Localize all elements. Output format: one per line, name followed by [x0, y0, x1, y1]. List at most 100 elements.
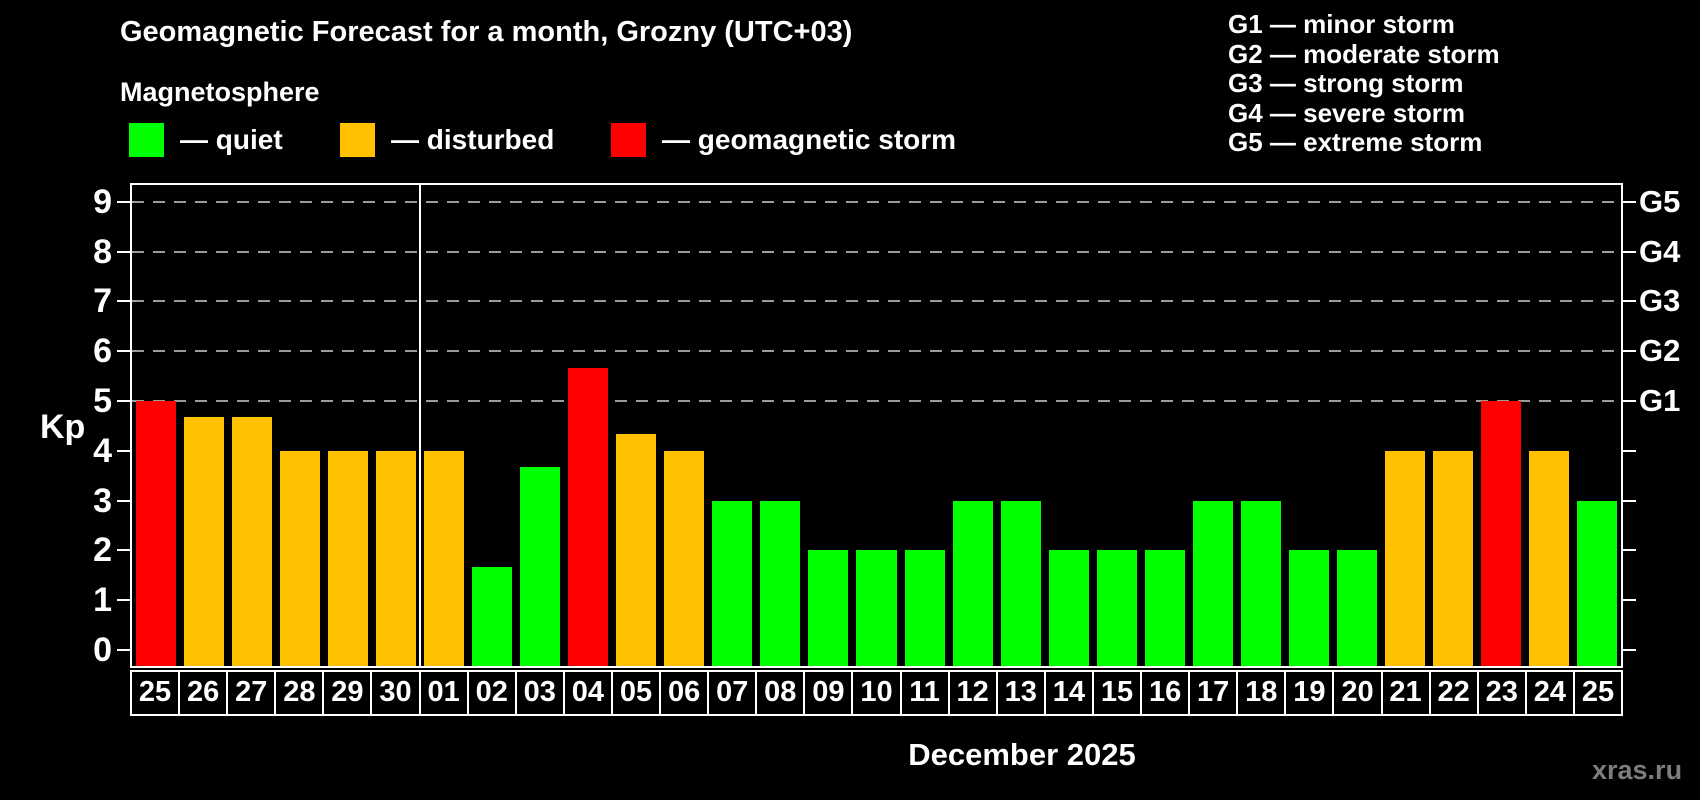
gridline-kp8 [132, 250, 1621, 253]
bar-8-day-03 [520, 467, 561, 666]
y-tick-left-4 [117, 449, 130, 452]
y-axis-label-8: 8 [93, 232, 112, 271]
legend-item-storm: — geomagnetic storm [611, 122, 956, 157]
legend-label-quiet: — quiet [180, 123, 283, 155]
y-axis-label-2: 2 [93, 531, 112, 570]
y-axis-label-4: 4 [93, 431, 112, 470]
g-scale-legend: G1 — minor storm G2 — moderate storm G3 — … [1228, 9, 1500, 158]
x-label-25-day-20: 20 [1334, 672, 1381, 714]
bar-7-day-02 [472, 566, 513, 666]
x-label-5-day-30: 30 [372, 672, 419, 714]
bar-15-day-10 [856, 550, 897, 666]
legend-label-disturbed: — disturbed [391, 123, 555, 155]
legend-swatch-quiet [129, 122, 164, 157]
y-axis-label-3: 3 [93, 481, 112, 520]
legend-swatch-storm [611, 122, 646, 157]
bar-12-day-07 [712, 500, 753, 666]
bar-9-day-04 [568, 367, 609, 666]
y-axis-title: Kp [40, 408, 86, 446]
g-scale-label-g3: G3 [1639, 283, 1681, 319]
x-label-11-day-06: 06 [661, 672, 708, 714]
y-axis-label-0: 0 [93, 631, 112, 669]
gridline-kp9 [132, 200, 1621, 203]
chart-subtitle: Magnetosphere [120, 77, 320, 107]
chart-title: Geomagnetic Forecast for a month, Grozny… [120, 16, 853, 48]
y-tick-right-1 [1623, 599, 1636, 602]
x-label-30-day-25: 25 [1574, 672, 1621, 714]
bar-18-day-13 [1000, 500, 1041, 666]
y-tick-left-5 [117, 400, 130, 402]
y-axis-label-9: 9 [93, 182, 112, 221]
x-label-2-day-27: 27 [228, 672, 275, 714]
y-tick-left-3 [117, 499, 130, 502]
x-label-26-day-21: 21 [1382, 672, 1429, 714]
bar-21-day-16 [1144, 550, 1185, 666]
x-label-23-day-18: 18 [1238, 672, 1285, 714]
y-tick-right-6 [1623, 350, 1636, 353]
x-label-7-day-02: 02 [468, 672, 515, 714]
x-label-20-day-15: 15 [1093, 672, 1141, 714]
g-legend-line-3: G3 — strong storm [1228, 68, 1464, 98]
y-tick-right-9 [1623, 200, 1636, 203]
bar-19-day-14 [1048, 550, 1089, 666]
x-label-24-day-19: 19 [1286, 672, 1333, 714]
gridline-kp6 [132, 350, 1621, 353]
plot-area: 0 1 2 3 4 5 6 7 8 9 G1 G2 G3 G4 G5 [93, 183, 1680, 669]
bar-24-day-19 [1288, 550, 1329, 666]
g-legend-line-2: G2 — moderate storm [1228, 38, 1500, 69]
g-scale-label-g1: G1 [1639, 383, 1681, 418]
x-label-12-day-07: 07 [709, 672, 756, 714]
x-label-17-day-12: 12 [949, 672, 996, 714]
x-label-1-day-26: 26 [180, 672, 227, 714]
x-label-28-day-23: 23 [1478, 672, 1525, 714]
bar-16-day-11 [904, 550, 945, 666]
legend-item-disturbed: — disturbed [340, 122, 554, 157]
bar-23-day-18 [1240, 500, 1281, 666]
bar-17-day-12 [952, 500, 993, 666]
x-axis-title: December 2025 [908, 737, 1136, 772]
y-tick-right-7 [1623, 300, 1636, 303]
month-separator-line [419, 185, 422, 666]
legend-label-storm: — geomagnetic storm [662, 123, 957, 155]
x-label-13-day-08: 08 [757, 672, 804, 714]
bar-20-day-15 [1096, 550, 1137, 666]
x-label-6-day-01: 01 [420, 672, 467, 714]
g-legend-line-1: G1 — minor storm [1228, 9, 1455, 39]
legend-swatch-disturbed [340, 122, 375, 157]
bar-25-day-20 [1336, 550, 1377, 666]
g-scale-label-g4: G4 [1639, 233, 1681, 269]
y-tick-left-9 [117, 200, 130, 203]
x-label-21-day-16: 16 [1142, 672, 1189, 714]
y-tick-right-3 [1623, 499, 1636, 502]
x-label-27-day-22: 22 [1430, 672, 1477, 714]
y-tick-right-0 [1623, 649, 1636, 651]
g-legend-line-4: G4 — severe storm [1228, 97, 1466, 128]
y-tick-right-8 [1623, 250, 1636, 253]
bar-22-day-17 [1192, 500, 1233, 666]
x-label-10-day-05: 05 [612, 672, 660, 714]
bar-30-day-25 [1576, 500, 1617, 666]
x-label-4-day-29: 29 [324, 672, 371, 714]
y-axis-label-1: 1 [93, 581, 112, 620]
bar-28-day-23 [1480, 401, 1521, 666]
x-label-14-day-09: 09 [805, 672, 852, 714]
bar-27-day-22 [1432, 450, 1473, 666]
y-tick-left-2 [117, 549, 130, 552]
bar-29-day-24 [1528, 450, 1569, 666]
y-tick-left-0 [117, 649, 130, 651]
bar-1-day-26 [184, 417, 225, 666]
x-label-29-day-24: 24 [1526, 672, 1573, 714]
bar-2-day-27 [232, 417, 273, 666]
x-label-3-day-28: 28 [276, 672, 323, 714]
y-tick-left-8 [117, 250, 130, 253]
y-tick-right-5 [1623, 400, 1636, 402]
bar-14-day-09 [808, 550, 849, 666]
bar-26-day-21 [1384, 450, 1425, 666]
bar-10-day-05 [616, 434, 657, 666]
g-legend-line-5: G5 — extreme storm [1228, 127, 1483, 157]
bar-3-day-28 [280, 450, 321, 666]
legend-item-quiet: — quiet [129, 122, 283, 157]
y-tick-left-6 [117, 350, 130, 353]
y-axis-label-5: 5 [93, 382, 112, 420]
